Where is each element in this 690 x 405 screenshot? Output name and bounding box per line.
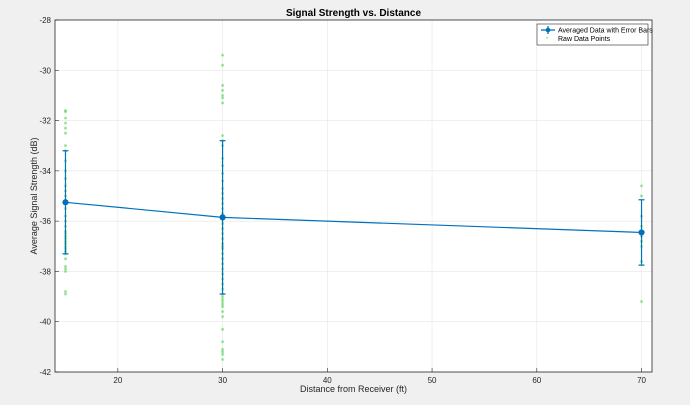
raw-data-point <box>63 116 68 120</box>
raw-data-point <box>220 294 225 299</box>
y-tick-label: -28 <box>39 16 51 25</box>
x-tick-label: 40 <box>323 376 332 385</box>
y-tick-label: -42 <box>39 368 51 377</box>
raw-data-point <box>63 292 68 296</box>
raw-data-point <box>220 300 225 304</box>
raw-data-point <box>63 257 68 261</box>
x-axis-label: Distance from Receiver (ft) <box>300 384 407 394</box>
raw-data-point <box>63 121 68 125</box>
raw-data-point <box>220 305 225 309</box>
raw-data-point <box>63 269 68 274</box>
plot-border <box>54 19 653 373</box>
raw-data-point <box>63 126 68 130</box>
chart-title: Signal Strength vs. Distance <box>286 8 421 19</box>
legend-label-raw: Raw Data Points <box>558 36 611 43</box>
averaged-series <box>62 140 645 295</box>
raw-data-point <box>220 357 225 362</box>
x-tick-label: 70 <box>637 376 646 385</box>
raw-data-point <box>639 184 644 188</box>
x-tick-label: 60 <box>532 376 541 385</box>
axis-ticks: 20 30 40 50 60 70 -42 -40 -38 -36 -34 -32 -30 -28 <box>39 16 646 385</box>
averaged-point <box>638 229 645 236</box>
raw-data-point <box>639 300 644 304</box>
raw-data-point <box>220 63 225 67</box>
y-tick-label: -34 <box>39 167 51 176</box>
legend-raw-swatch: * <box>546 37 549 43</box>
y-tick-label: -32 <box>39 117 51 126</box>
y-tick-label: -40 <box>39 318 51 327</box>
raw-data-point <box>220 352 225 356</box>
y-tick-label: -38 <box>39 267 51 276</box>
averaged-point <box>219 214 226 221</box>
raw-data-point <box>220 310 225 314</box>
raw-data-point <box>220 315 225 319</box>
raw-data-point <box>220 96 225 100</box>
raw-data-point <box>220 101 225 105</box>
raw-data-point <box>220 53 225 57</box>
x-tick-label: 50 <box>428 376 437 385</box>
averaged-point <box>62 199 69 206</box>
raw-data-point <box>63 144 68 148</box>
x-tick-label: 20 <box>113 376 122 385</box>
legend-box <box>536 23 649 46</box>
y-axis-label: Average Signal Strength (dB) <box>29 138 39 255</box>
raw-data-point <box>63 110 68 114</box>
y-tick-label: -30 <box>39 66 51 75</box>
legend-marker-swatch <box>545 27 551 33</box>
y-tick-label: -36 <box>39 217 51 226</box>
raw-data-point <box>639 194 644 198</box>
raw-data-point <box>63 131 68 135</box>
raw-data-point <box>220 83 225 87</box>
plot-area <box>55 20 652 372</box>
legend-label-averaged: Averaged Data with Error Bars <box>558 28 653 35</box>
legend: Averaged Data with Error Bars * Raw Data… <box>536 23 653 46</box>
raw-data-point <box>220 134 225 138</box>
raw-data-point <box>220 88 225 92</box>
raw-data-point <box>220 327 225 331</box>
raw-data-point <box>220 340 225 344</box>
x-tick-label: 30 <box>218 376 227 385</box>
